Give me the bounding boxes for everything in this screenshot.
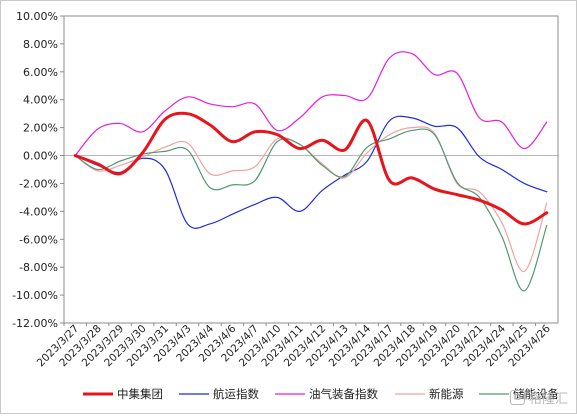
- x-axis: 2023/3/272023/3/282023/3/292023/3/302023…: [35, 155, 558, 369]
- legend-label-3: 新能源: [429, 387, 464, 401]
- legend: 中集集团 航运指数 油气装备指数 新能源 储能设备: [83, 387, 559, 401]
- plot-border: [63, 15, 559, 324]
- y-tick-label: 0.00%: [23, 150, 58, 163]
- series-line-2: [74, 51, 548, 157]
- watermark: G 格隆汇: [509, 388, 568, 407]
- y-tick-label: 10.00%: [16, 10, 58, 23]
- legend-label-2: 油气装备指数: [309, 387, 378, 401]
- legend-label-1: 航运指数: [213, 387, 259, 401]
- y-tick-label: -6.00%: [19, 233, 58, 246]
- series-line-1: [74, 115, 548, 229]
- y-tick-label: -10.00%: [12, 289, 58, 302]
- y-axis: 10.00% 8.00% 6.00% 4.00% 2.00% 0.00% -2.00% -4.…: [12, 10, 64, 330]
- y-tick-label: 4.00%: [23, 94, 58, 107]
- series-line-4: [74, 128, 548, 292]
- legend-label-0: 中集集团: [117, 387, 163, 401]
- series-line-0: [73, 111, 549, 226]
- y-tick-label: 8.00%: [23, 38, 58, 51]
- y-tick-label: -12.00%: [12, 317, 58, 330]
- y-tick-label: 6.00%: [23, 66, 58, 79]
- watermark-text: 格隆汇: [528, 392, 568, 407]
- plot-area: [63, 15, 559, 324]
- y-tick-label: -8.00%: [19, 261, 58, 274]
- y-tick-label: 2.00%: [23, 122, 58, 135]
- gelonghui-logo-icon: G: [509, 390, 525, 405]
- series-layer: [73, 51, 549, 292]
- y-tick-label: -2.00%: [19, 177, 58, 190]
- y-tick-label: -4.00%: [19, 205, 58, 218]
